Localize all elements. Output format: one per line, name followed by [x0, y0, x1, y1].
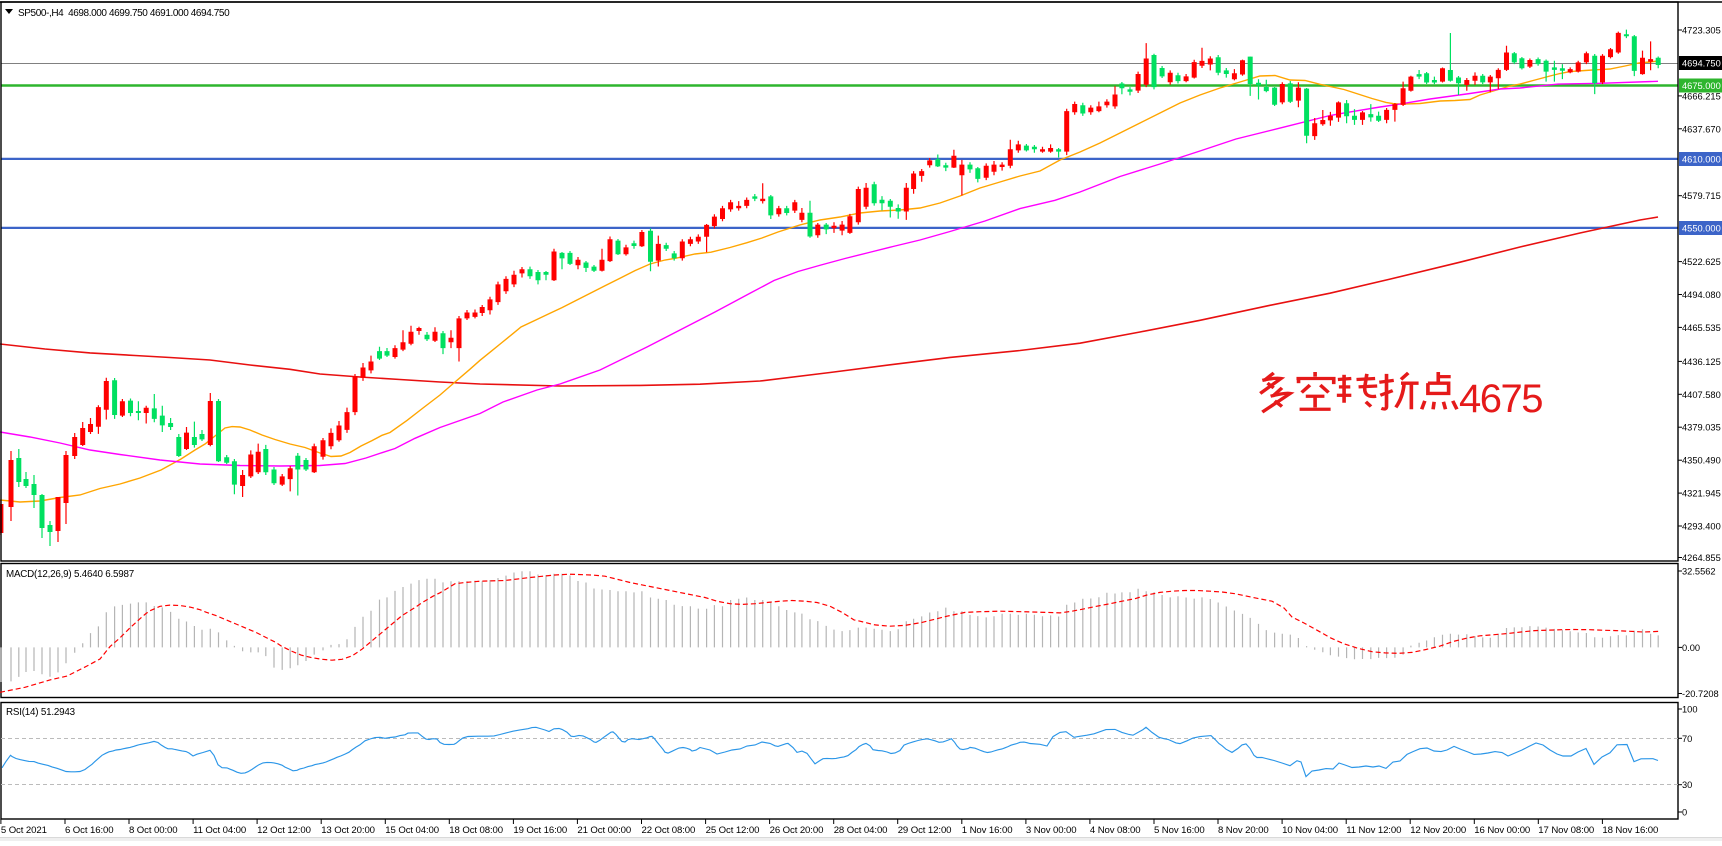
svg-text:4666.215: 4666.215 — [1682, 91, 1721, 101]
svg-text:100: 100 — [1682, 705, 1698, 715]
svg-text:22 Oct 08:00: 22 Oct 08:00 — [642, 825, 696, 836]
svg-text:4723.305: 4723.305 — [1682, 26, 1721, 36]
svg-text:4436.125: 4436.125 — [1682, 357, 1721, 367]
svg-text:4494.080: 4494.080 — [1682, 290, 1721, 300]
svg-text:11 Oct 04:00: 11 Oct 04:00 — [193, 825, 246, 836]
svg-text:8 Nov 20:00: 8 Nov 20:00 — [1218, 825, 1269, 836]
svg-text:0.00: 0.00 — [1682, 643, 1700, 653]
svg-text:17 Nov 08:00: 17 Nov 08:00 — [1538, 825, 1594, 836]
svg-text:4694.750: 4694.750 — [1682, 59, 1721, 69]
svg-text:4379.035: 4379.035 — [1682, 423, 1721, 433]
svg-text:10 Nov 04:00: 10 Nov 04:00 — [1282, 825, 1338, 836]
svg-text:4 Nov 08:00: 4 Nov 08:00 — [1090, 825, 1141, 836]
svg-text:25 Oct 12:00: 25 Oct 12:00 — [706, 825, 760, 836]
svg-text:4293.400: 4293.400 — [1682, 522, 1721, 532]
svg-text:13 Oct 20:00: 13 Oct 20:00 — [321, 825, 375, 836]
svg-text:4550.000: 4550.000 — [1682, 224, 1721, 234]
svg-text:4579.715: 4579.715 — [1682, 191, 1721, 201]
svg-text:4350.490: 4350.490 — [1682, 456, 1721, 466]
svg-text:4675: 4675 — [1459, 377, 1542, 421]
svg-text:18 Oct 08:00: 18 Oct 08:00 — [449, 825, 503, 836]
svg-text:18 Nov 16:00: 18 Nov 16:00 — [1602, 825, 1658, 836]
svg-text:5 Oct 2021: 5 Oct 2021 — [1, 825, 47, 836]
svg-text:-20.7208: -20.7208 — [1682, 689, 1719, 699]
svg-text:4264.855: 4264.855 — [1682, 553, 1721, 563]
svg-text:15 Oct 04:00: 15 Oct 04:00 — [385, 825, 439, 836]
svg-text:19 Oct 16:00: 19 Oct 16:00 — [513, 825, 567, 836]
svg-text:70: 70 — [1682, 734, 1692, 744]
svg-text:4522.625: 4522.625 — [1682, 257, 1721, 267]
svg-text:32.5562: 32.5562 — [1682, 567, 1716, 577]
svg-text:21 Oct 00:00: 21 Oct 00:00 — [577, 825, 631, 836]
svg-text:6 Oct 16:00: 6 Oct 16:00 — [65, 825, 114, 836]
svg-text:12 Nov 20:00: 12 Nov 20:00 — [1410, 825, 1466, 836]
svg-text:4407.580: 4407.580 — [1682, 390, 1721, 400]
svg-text:1 Nov 16:00: 1 Nov 16:00 — [962, 825, 1013, 836]
svg-text:16 Nov 00:00: 16 Nov 00:00 — [1474, 825, 1530, 836]
svg-text:4321.945: 4321.945 — [1682, 489, 1721, 499]
svg-text:SP500-,H4 4698.000 4699.750 4: SP500-,H4 4698.000 4699.750 4691.000 469… — [18, 8, 230, 19]
svg-text:3 Nov 00:00: 3 Nov 00:00 — [1026, 825, 1077, 836]
svg-text:29 Oct 12:00: 29 Oct 12:00 — [898, 825, 952, 836]
svg-text:4675.000: 4675.000 — [1682, 81, 1721, 91]
svg-text:30: 30 — [1682, 780, 1692, 790]
svg-text:RSI(14) 51.2943: RSI(14) 51.2943 — [6, 707, 76, 718]
svg-text:8 Oct 00:00: 8 Oct 00:00 — [129, 825, 178, 836]
svg-text:5 Nov 16:00: 5 Nov 16:00 — [1154, 825, 1205, 836]
svg-text:12 Oct 12:00: 12 Oct 12:00 — [257, 825, 311, 836]
svg-text:26 Oct 20:00: 26 Oct 20:00 — [770, 825, 824, 836]
svg-text:MACD(12,26,9) 5.4640 6.5987: MACD(12,26,9) 5.4640 6.5987 — [6, 569, 134, 580]
svg-text:4637.670: 4637.670 — [1682, 124, 1721, 134]
svg-text:4610.000: 4610.000 — [1682, 155, 1721, 165]
svg-text:4465.535: 4465.535 — [1682, 323, 1721, 333]
svg-text:28 Oct 04:00: 28 Oct 04:00 — [834, 825, 888, 836]
svg-text:0: 0 — [1682, 808, 1687, 818]
svg-text:11 Nov 12:00: 11 Nov 12:00 — [1346, 825, 1401, 836]
